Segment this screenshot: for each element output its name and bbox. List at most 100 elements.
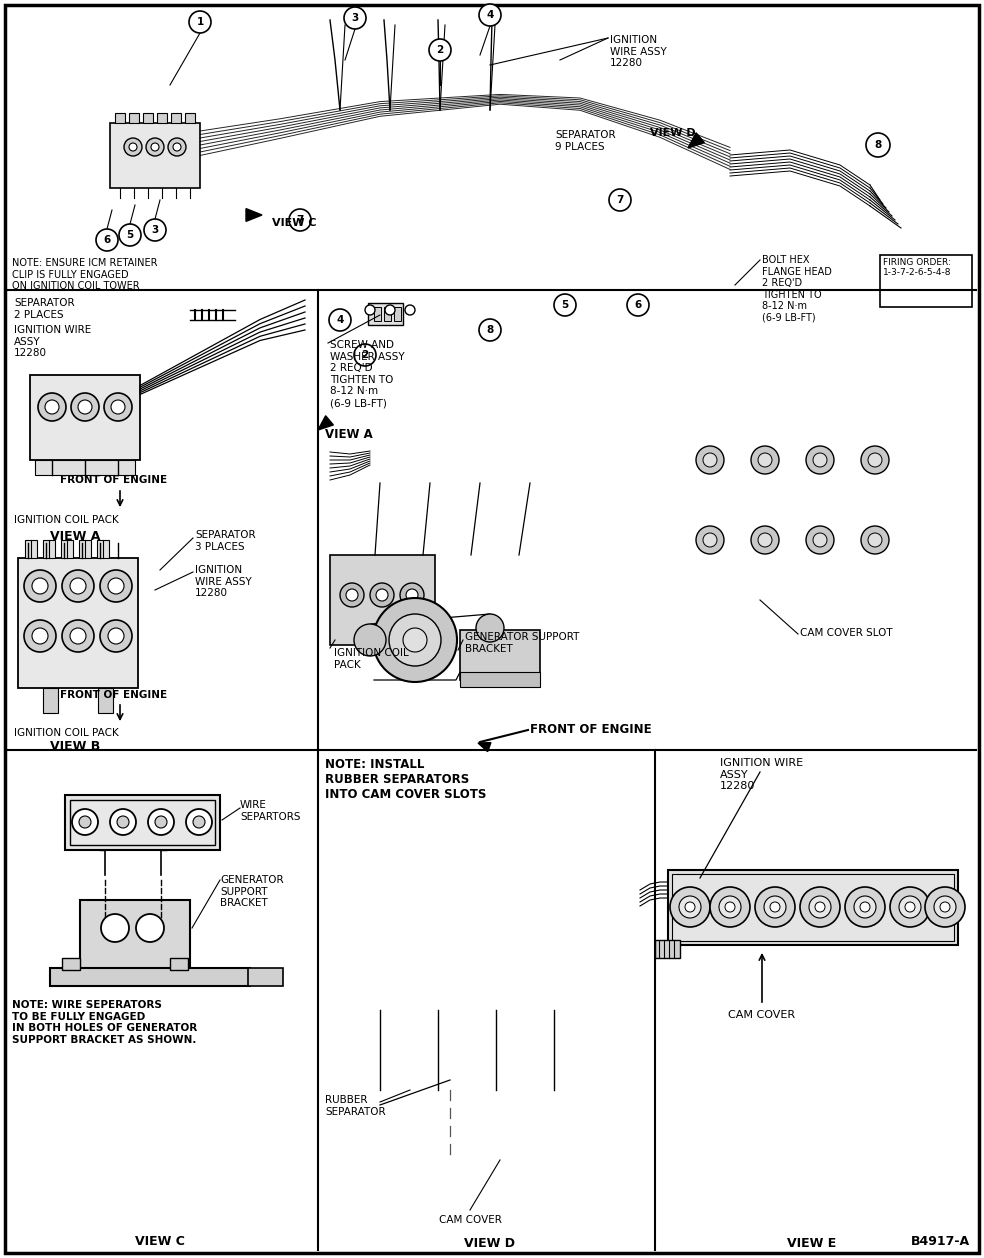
Circle shape — [758, 533, 772, 547]
Bar — [62, 959, 80, 970]
Text: CAM COVER SLOT: CAM COVER SLOT — [800, 628, 892, 638]
Bar — [61, 540, 73, 559]
Bar — [98, 688, 113, 713]
Circle shape — [400, 582, 424, 608]
Polygon shape — [246, 209, 262, 221]
Bar — [25, 540, 37, 559]
Ellipse shape — [576, 416, 625, 437]
Text: SEPARATOR
3 PLACES: SEPARATOR 3 PLACES — [195, 530, 256, 551]
Circle shape — [376, 589, 388, 601]
Circle shape — [344, 8, 366, 29]
Ellipse shape — [603, 1047, 621, 1071]
Circle shape — [770, 902, 780, 912]
Text: FRONT OF ENGINE: FRONT OF ENGINE — [530, 723, 651, 736]
Circle shape — [111, 400, 125, 414]
Bar — [330, 555, 435, 645]
Text: 4: 4 — [486, 10, 494, 20]
Ellipse shape — [376, 459, 424, 481]
Circle shape — [110, 809, 136, 835]
Circle shape — [751, 526, 779, 554]
Text: CAM COVER: CAM COVER — [439, 1215, 502, 1225]
Text: BOLT HEX
FLANGE HEAD
2 REQ'D
TIGHTEN TO
8-12 N·m
(6-9 LB-FT): BOLT HEX FLANGE HEAD 2 REQ'D TIGHTEN TO … — [762, 255, 831, 323]
Text: IGNITION COIL PACK: IGNITION COIL PACK — [14, 515, 119, 525]
Bar — [115, 112, 125, 122]
Polygon shape — [462, 1138, 504, 1155]
Circle shape — [861, 447, 889, 474]
Circle shape — [148, 809, 174, 835]
Text: 3: 3 — [152, 225, 158, 235]
Circle shape — [890, 887, 930, 927]
Bar — [110, 122, 200, 187]
Polygon shape — [489, 954, 518, 971]
Circle shape — [815, 902, 825, 912]
Circle shape — [905, 902, 915, 912]
Ellipse shape — [603, 991, 621, 1015]
Bar — [79, 540, 91, 559]
Circle shape — [403, 628, 427, 652]
Circle shape — [70, 628, 86, 644]
Circle shape — [934, 896, 956, 918]
Circle shape — [719, 896, 741, 918]
Circle shape — [868, 453, 882, 467]
Circle shape — [854, 896, 876, 918]
Text: IGNITION WIRE
ASSY
12280: IGNITION WIRE ASSY 12280 — [14, 325, 92, 359]
Circle shape — [703, 453, 717, 467]
Bar — [30, 375, 140, 460]
Bar — [65, 795, 220, 850]
Circle shape — [703, 533, 717, 547]
Circle shape — [751, 447, 779, 474]
Circle shape — [62, 620, 94, 652]
Bar — [80, 899, 190, 970]
Circle shape — [136, 915, 164, 942]
Circle shape — [925, 887, 965, 927]
Circle shape — [32, 628, 48, 644]
Text: VIEW D: VIEW D — [464, 1237, 516, 1250]
Circle shape — [866, 133, 890, 157]
Text: CAM COVER: CAM COVER — [728, 1010, 795, 1020]
Text: 2: 2 — [436, 45, 444, 55]
Circle shape — [24, 620, 56, 652]
Polygon shape — [340, 380, 950, 491]
Circle shape — [124, 138, 142, 156]
Text: VIEW B: VIEW B — [50, 740, 100, 754]
Circle shape — [679, 896, 701, 918]
Text: 6: 6 — [635, 299, 642, 309]
Circle shape — [101, 915, 129, 942]
Bar — [171, 112, 181, 122]
Bar — [70, 800, 215, 845]
Circle shape — [670, 887, 710, 927]
Circle shape — [845, 887, 885, 927]
Text: 7: 7 — [616, 195, 624, 205]
Circle shape — [329, 309, 351, 331]
Circle shape — [354, 624, 386, 655]
Circle shape — [696, 447, 724, 474]
Circle shape — [189, 11, 211, 33]
Circle shape — [354, 343, 376, 366]
Text: IGNITION COIL PACK: IGNITION COIL PACK — [14, 728, 119, 738]
Text: SEPARATOR
9 PLACES: SEPARATOR 9 PLACES — [555, 130, 616, 152]
Circle shape — [609, 189, 631, 211]
Circle shape — [554, 294, 576, 316]
Circle shape — [38, 392, 66, 421]
Text: 3: 3 — [351, 13, 358, 23]
Text: FRONT OF ENGINE: FRONT OF ENGINE — [60, 476, 167, 486]
Text: 7: 7 — [296, 215, 304, 225]
Polygon shape — [355, 382, 930, 486]
Polygon shape — [514, 1138, 556, 1155]
Polygon shape — [358, 1138, 400, 1155]
Text: 2: 2 — [361, 350, 369, 360]
Polygon shape — [383, 954, 412, 988]
Circle shape — [45, 400, 59, 414]
Circle shape — [100, 570, 132, 603]
Circle shape — [479, 4, 501, 26]
Bar — [50, 967, 250, 986]
Circle shape — [340, 582, 364, 608]
Circle shape — [405, 304, 415, 314]
Polygon shape — [436, 954, 465, 979]
Circle shape — [809, 896, 831, 918]
Circle shape — [24, 570, 56, 603]
Circle shape — [119, 224, 141, 247]
Circle shape — [860, 902, 870, 912]
Bar — [43, 540, 55, 559]
Bar — [460, 630, 540, 681]
